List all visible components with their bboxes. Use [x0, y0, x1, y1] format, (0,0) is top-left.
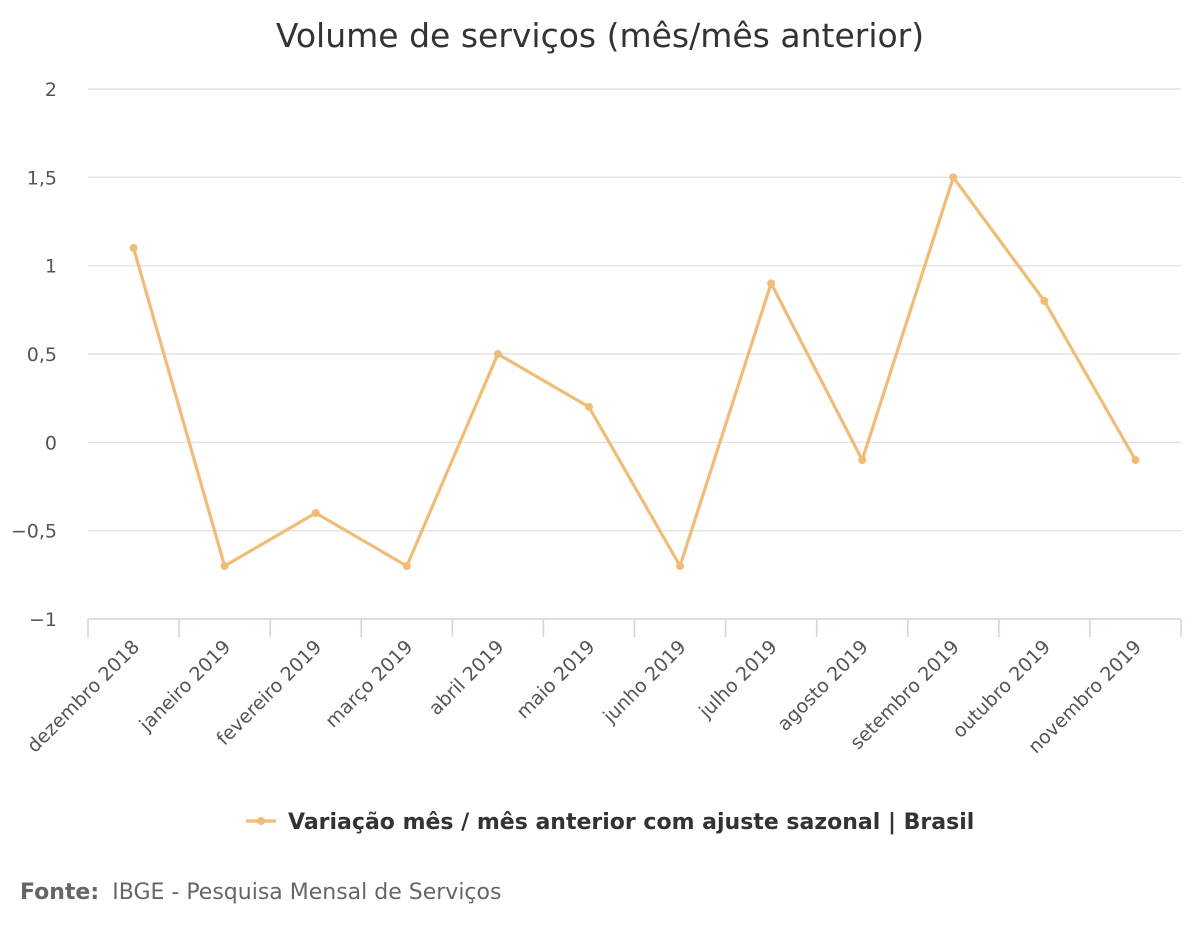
series-line — [131, 175, 1138, 568]
data-point[interactable] — [311, 509, 320, 517]
data-point[interactable] — [949, 173, 958, 182]
x-tick-label: julho 2019 — [694, 636, 781, 723]
data-point[interactable] — [584, 403, 593, 411]
data-point[interactable] — [129, 244, 138, 252]
y-tick-label: 0,5 — [27, 344, 57, 366]
data-point[interactable] — [220, 562, 229, 570]
x-tick-label: agosto 2019 — [773, 636, 872, 735]
x-tick-label: janeiro 2019 — [135, 636, 236, 737]
data-point[interactable] — [767, 279, 776, 288]
x-tick-label: junho 2019 — [598, 636, 690, 728]
x-tick-label: março 2019 — [321, 636, 417, 732]
x-tick-label: dezembro 2018 — [23, 636, 144, 757]
y-tick-label: −1 — [29, 609, 57, 631]
source-text: IBGE - Pesquisa Mensal de Serviços — [112, 880, 501, 905]
y-tick-label: 1 — [45, 256, 57, 278]
source-label: Fonte: — [20, 880, 99, 905]
data-point[interactable] — [676, 562, 685, 570]
series-layer — [129, 173, 1140, 570]
y-tick-label: 1,5 — [27, 167, 57, 189]
gridlines — [88, 88, 1181, 532]
data-point[interactable] — [1040, 297, 1049, 305]
legend-marker — [257, 817, 265, 825]
data-point[interactable] — [402, 562, 411, 570]
data-point[interactable] — [1131, 456, 1140, 464]
y-tick-label: −0,5 — [11, 521, 57, 543]
chart-title: Volume de serviços (mês/mês anterior) — [276, 16, 924, 55]
legend-label: Variação mês / mês anterior com ajuste s… — [288, 810, 974, 835]
y-tick-label: 0 — [45, 432, 57, 454]
x-tick-label: maio 2019 — [512, 636, 599, 723]
source-note: Fonte: IBGE - Pesquisa Mensal de Serviço… — [20, 880, 501, 905]
y-tick-label: 2 — [45, 79, 57, 101]
data-point[interactable] — [858, 456, 867, 464]
legend[interactable]: Variação mês / mês anterior com ajuste s… — [246, 810, 974, 835]
data-point[interactable] — [493, 350, 502, 358]
x-tick-label: abril 2019 — [425, 636, 509, 720]
y-axis: 2 1,5 1 0,5 0 −0,5 −1 — [11, 79, 57, 631]
